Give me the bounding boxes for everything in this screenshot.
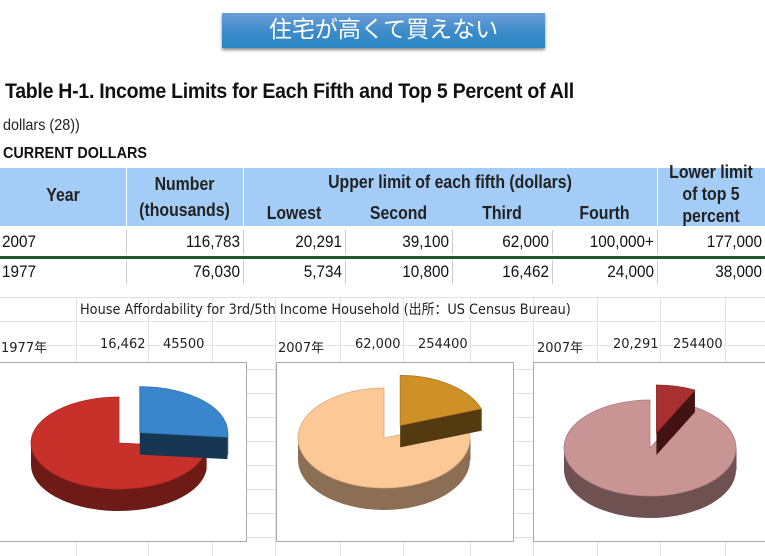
table-cell: 16,462 (502, 262, 549, 281)
pie-slice-edge (31, 443, 207, 512)
cell-year[interactable]: 2007年 (537, 337, 584, 356)
pie-chart-1977[interactable] (0, 362, 247, 542)
cell-price[interactable]: 254400 (418, 337, 468, 352)
header-second: Second (369, 203, 428, 223)
table-cell: 116,783 (185, 232, 240, 251)
table-cell: 24,000 (607, 262, 654, 281)
cell-income[interactable]: 20,291 (613, 337, 659, 352)
header-lowest: Lowest (266, 203, 322, 223)
table-cell: 5,734 (303, 262, 342, 281)
pie-slice (297, 387, 471, 489)
pie-slice (656, 384, 696, 435)
pie-slice (30, 396, 208, 490)
header-top5-line3: percent (682, 206, 740, 226)
cell-income[interactable]: 62,000 (355, 337, 401, 352)
table-subtitle: dollars (28)) (3, 117, 80, 134)
table-title: Table H-1. Income Limits for Each Fifth … (5, 80, 574, 103)
header-fourth: Fourth (579, 203, 630, 223)
pie-slice-side (656, 390, 695, 456)
header-upper-limit: Upper limit of each fifth (dollars) (328, 172, 572, 192)
pie-chart-2007-third[interactable] (276, 362, 514, 542)
pie-slice-side (139, 432, 228, 460)
pie-slice-side (400, 408, 482, 448)
header-number-unit: (thousands) (139, 200, 230, 220)
pie-slice-edge (298, 438, 470, 510)
header-number: Number (154, 174, 215, 194)
header-top5-line2: of top 5 (682, 184, 740, 204)
table-cell: 39,100 (402, 232, 449, 251)
cell-year[interactable]: 2007年 (278, 337, 325, 356)
cell-price[interactable]: 45500 (163, 337, 205, 352)
pie-slice (399, 375, 482, 426)
sheet-caption: House Affordability for 3rd/5th Income H… (80, 302, 571, 318)
table-row: 2007 116,783 20,291 39,100 62,000 100,000+ 177… (0, 228, 765, 256)
table-cell: 38,000 (715, 262, 762, 281)
pie-slice (563, 399, 737, 497)
header-third: Third (482, 203, 522, 223)
pie-chart-2007-lowest[interactable] (533, 362, 765, 542)
table-header: Year Number (thousands) Upper limit of e… (0, 162, 765, 226)
cell-price[interactable]: 254400 (673, 337, 723, 352)
table-cell: 62,000 (502, 232, 549, 251)
title-banner: 住宅が高くて買えない (222, 13, 545, 48)
cell-income[interactable]: 16,462 (100, 337, 146, 352)
table-cell: 177,000 (706, 232, 762, 251)
pie-slice-edge (564, 448, 736, 518)
table-cell: 1977 (2, 262, 37, 281)
pie-slice (139, 386, 229, 438)
table-cell: 76,030 (193, 262, 240, 281)
table-cell: 10,800 (402, 262, 449, 281)
header-top5: Lower limit (669, 162, 753, 182)
table-cell: 2007 (2, 232, 37, 251)
section-label: CURRENT DOLLARS (3, 145, 147, 162)
header-year: Year (46, 185, 80, 205)
cell-year[interactable]: 1977年 (1, 337, 48, 356)
table-cell: 20,291 (295, 232, 342, 251)
table-cell: 100,000+ (589, 232, 654, 251)
table-row: 1977 76,030 5,734 10,800 16,462 24,000 38,000 (0, 258, 765, 286)
